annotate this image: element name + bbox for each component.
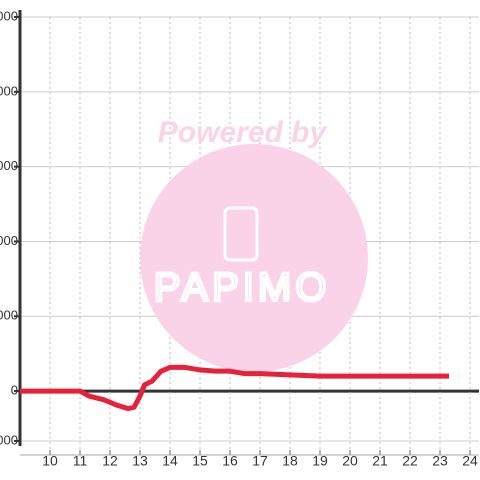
watermark-circle [140,144,368,372]
x-tick-label: 22 [402,453,418,469]
y-tick-label: 120,000 [0,83,18,98]
x-tick-label: 24 [462,453,478,469]
x-tick-label: 21 [372,453,388,469]
x-tick-label: 16 [222,453,238,469]
y-tick-label: 150,000 [0,8,18,23]
x-tick-label: 18 [282,453,298,469]
watermark-icon [223,206,259,262]
watermark-logo: PAPIMO [154,266,331,310]
y-tick-label: 0 [11,383,18,398]
x-tick-label: 19 [312,453,328,469]
x-tick-label: 23 [432,453,448,469]
y-tick-label: -20,000 [0,432,18,447]
x-tick-label: 13 [132,453,148,469]
x-tick-label: 14 [162,453,178,469]
x-tick-label: 17 [252,453,268,469]
x-tick-label: 20 [342,453,358,469]
y-tick-label: 60,000 [0,233,18,248]
x-tick-label: 12 [102,453,118,469]
x-tick-label: 15 [192,453,208,469]
y-tick-label: 90,000 [0,158,18,173]
y-tick-label: 30,000 [0,308,18,323]
x-tick-label: 11 [73,453,88,469]
data-line [20,364,449,412]
x-tick-label: 10 [42,453,58,469]
watermark-text: Powered by [158,116,328,149]
